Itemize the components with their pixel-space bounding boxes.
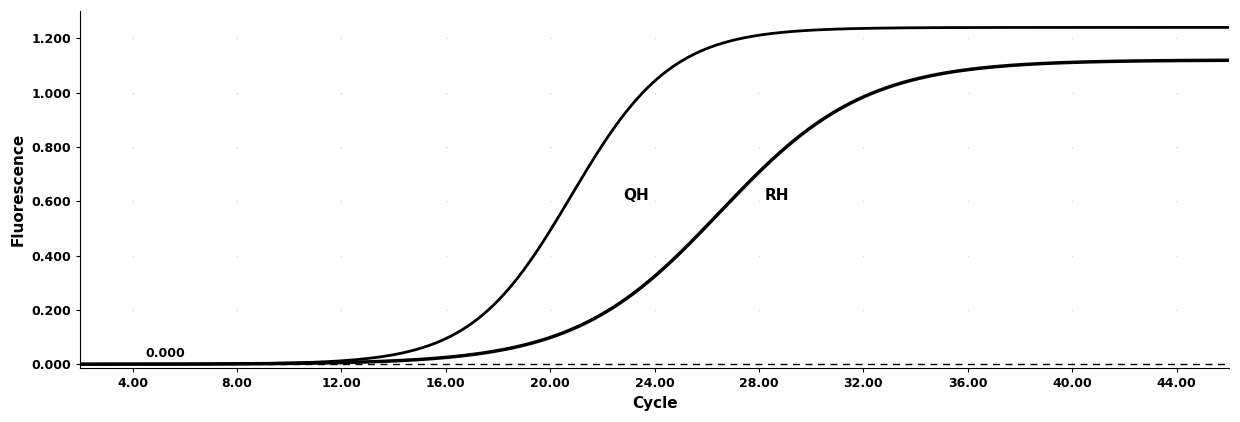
Text: 0.000: 0.000: [145, 347, 186, 360]
Text: QH: QH: [624, 188, 649, 203]
Text: RH: RH: [764, 188, 789, 203]
Y-axis label: Fluorescence: Fluorescence: [11, 133, 26, 246]
X-axis label: Cycle: Cycle: [632, 396, 677, 411]
